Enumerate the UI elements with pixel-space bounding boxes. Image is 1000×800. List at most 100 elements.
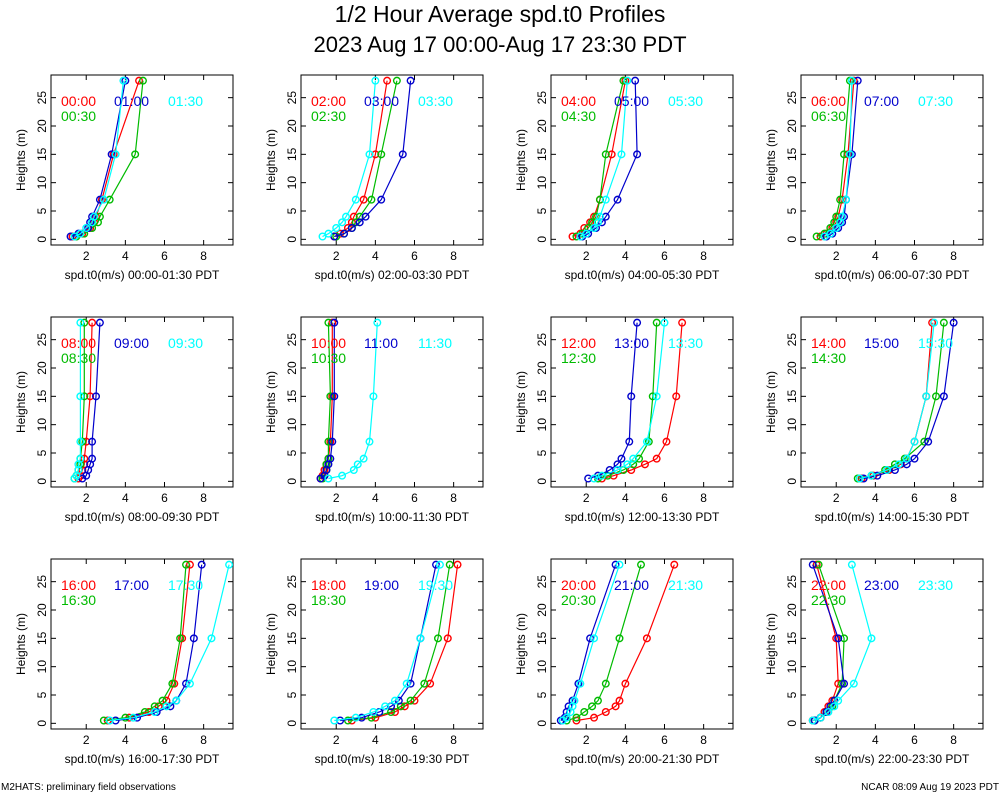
x-axis-label: spd.t0(m/s) 14:00-15:30 PDT [815, 510, 970, 524]
data-point [814, 560, 823, 569]
legend-label: 05:30 [668, 93, 703, 109]
plot-frame [800, 558, 984, 730]
x-tick-label: 2 [83, 491, 90, 505]
data-point [207, 634, 216, 643]
data-point [576, 679, 585, 688]
data-point [633, 318, 642, 327]
data-point [185, 679, 194, 688]
data-point [377, 150, 386, 159]
data-point [631, 76, 640, 85]
legend-label: 16:30 [61, 592, 96, 608]
series-line [566, 564, 642, 722]
legend-label: 14:00 [811, 335, 846, 351]
y-tick-label: 10 [35, 660, 49, 674]
data-point [836, 195, 845, 204]
data-point [390, 696, 399, 705]
data-point [662, 437, 671, 446]
y-tick-label: 20 [785, 361, 799, 375]
y-tick-label: 10 [35, 176, 49, 190]
x-tick-label: 6 [911, 733, 918, 747]
data-point [838, 212, 847, 221]
data-point [615, 634, 624, 643]
y-tick-label: 10 [35, 418, 49, 432]
x-tick-label: 4 [872, 249, 879, 263]
data-point [131, 150, 140, 159]
legend-label: 01:30 [168, 93, 203, 109]
data-point [402, 679, 411, 688]
y-axis-label: Heights (m) [264, 613, 278, 675]
x-tick-label: 8 [200, 491, 207, 505]
legend-label: 17:30 [168, 577, 203, 593]
plot-frame [300, 316, 484, 488]
data-point [840, 679, 849, 688]
y-axis-label: Heights (m) [14, 613, 28, 675]
footer-timestamp: NCAR 08:09 Aug 19 2023 PDT [861, 782, 999, 793]
legend-label: 12:00 [561, 335, 596, 351]
data-point [406, 76, 415, 85]
data-point [849, 679, 858, 688]
data-point [611, 702, 620, 711]
y-tick-label: 5 [785, 207, 799, 214]
y-tick-label: 20 [285, 603, 299, 617]
y-tick-label: 10 [285, 660, 299, 674]
data-point [595, 212, 604, 221]
y-axis-label: Heights (m) [514, 613, 528, 675]
legend-label: 15:30 [918, 335, 953, 351]
y-tick-label: 25 [35, 575, 49, 589]
data-point [847, 76, 856, 85]
legend-label: 04:30 [561, 108, 596, 124]
data-point [105, 195, 114, 204]
data-point [107, 150, 116, 159]
y-tick-label: 5 [285, 207, 299, 214]
legend-label: 20:30 [561, 592, 596, 608]
data-point [369, 708, 378, 717]
x-tick-label: 2 [583, 733, 590, 747]
data-point [367, 195, 376, 204]
data-point [629, 454, 638, 463]
data-point [840, 150, 849, 159]
series-line [334, 80, 412, 238]
data-point [590, 634, 599, 643]
legend-label: 20:00 [561, 577, 596, 593]
data-point [883, 466, 892, 475]
data-point [867, 634, 876, 643]
plot-frame [550, 316, 734, 488]
data-point [359, 195, 368, 204]
legend-label: 14:30 [811, 350, 846, 366]
legend-label: 09:30 [168, 335, 203, 351]
x-axis-label: spd.t0(m/s) 20:00-21:30 PDT [565, 752, 720, 766]
data-point [150, 708, 159, 717]
data-point [847, 560, 856, 569]
data-point [932, 392, 941, 401]
data-point [76, 454, 85, 463]
data-point [433, 634, 442, 643]
data-point [617, 454, 626, 463]
data-point [369, 392, 378, 401]
x-tick-label: 6 [161, 249, 168, 263]
data-point [623, 76, 632, 85]
y-tick-label: 10 [785, 176, 799, 190]
data-point [672, 392, 681, 401]
data-point [387, 708, 396, 717]
data-point [90, 212, 99, 221]
data-point [129, 713, 138, 722]
x-tick-label: 2 [833, 733, 840, 747]
data-point [435, 560, 444, 569]
x-tick-label: 8 [450, 733, 457, 747]
x-tick-label: 4 [872, 733, 879, 747]
data-point [332, 223, 341, 232]
x-tick-label: 8 [950, 491, 957, 505]
data-point [652, 454, 661, 463]
y-tick-label: 25 [785, 91, 799, 105]
data-point [808, 716, 817, 725]
data-point [910, 437, 919, 446]
data-point [168, 679, 177, 688]
x-tick-label: 6 [661, 249, 668, 263]
data-point [930, 318, 939, 327]
data-point [338, 218, 347, 227]
profile-panel: 2 4 6 8 0 5 10 15 20 25 spd.t0(m/s) 12:00-13:30 PD… [514, 316, 734, 524]
profile-panel: 2 4 6 8 0 5 10 15 20 25 spd.t0(m/s) 18:00-19:30 PD… [264, 558, 484, 766]
data-point [648, 392, 657, 401]
data-point [349, 466, 358, 475]
y-tick-label: 15 [35, 389, 49, 403]
